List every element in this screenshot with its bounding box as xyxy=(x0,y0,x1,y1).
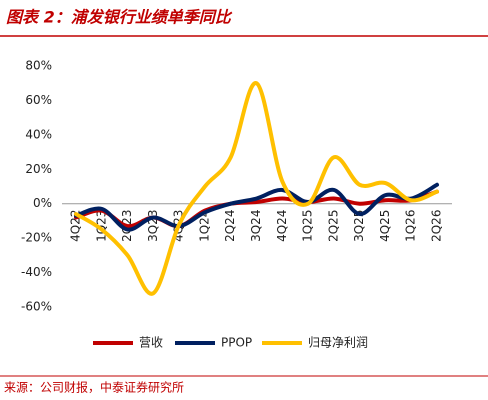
series-line xyxy=(74,182,439,232)
legend-label: PPOP xyxy=(221,336,252,350)
y-tick-label: -20% xyxy=(21,231,52,245)
x-tick-label: 1Q24 xyxy=(197,210,211,242)
y-tick-label: 60% xyxy=(25,93,52,107)
legend-label: 归母净利润 xyxy=(308,336,368,350)
x-tick-label: 3Q23 xyxy=(146,210,160,242)
x-tick-label: 2Q26 xyxy=(430,210,444,242)
y-tick-label: -60% xyxy=(21,300,52,314)
x-tick-label: 2Q24 xyxy=(223,210,237,242)
x-tick-label: 3Q25 xyxy=(352,210,366,242)
y-tick-label: 80% xyxy=(25,59,52,73)
y-tick-label: 20% xyxy=(25,162,52,176)
legend-label: 营收 xyxy=(139,336,163,350)
y-tick-label: 40% xyxy=(25,127,52,141)
title: 图表 2：浦发银行业绩单季同比 xyxy=(6,8,233,27)
x-tick-label: 1Q25 xyxy=(301,210,315,242)
x-tick-label: 2Q25 xyxy=(326,210,340,242)
series-line xyxy=(74,81,439,296)
x-tick-label: 4Q25 xyxy=(378,210,392,242)
x-tick-label: 1Q26 xyxy=(404,210,418,242)
source: 来源：公司财报，中泰证券研究所 xyxy=(4,380,184,395)
x-tick-label: 4Q24 xyxy=(275,210,289,242)
y-tick-label: 0% xyxy=(33,196,52,210)
y-tick-label: -40% xyxy=(21,265,52,279)
x-tick-label: 3Q24 xyxy=(249,210,263,242)
